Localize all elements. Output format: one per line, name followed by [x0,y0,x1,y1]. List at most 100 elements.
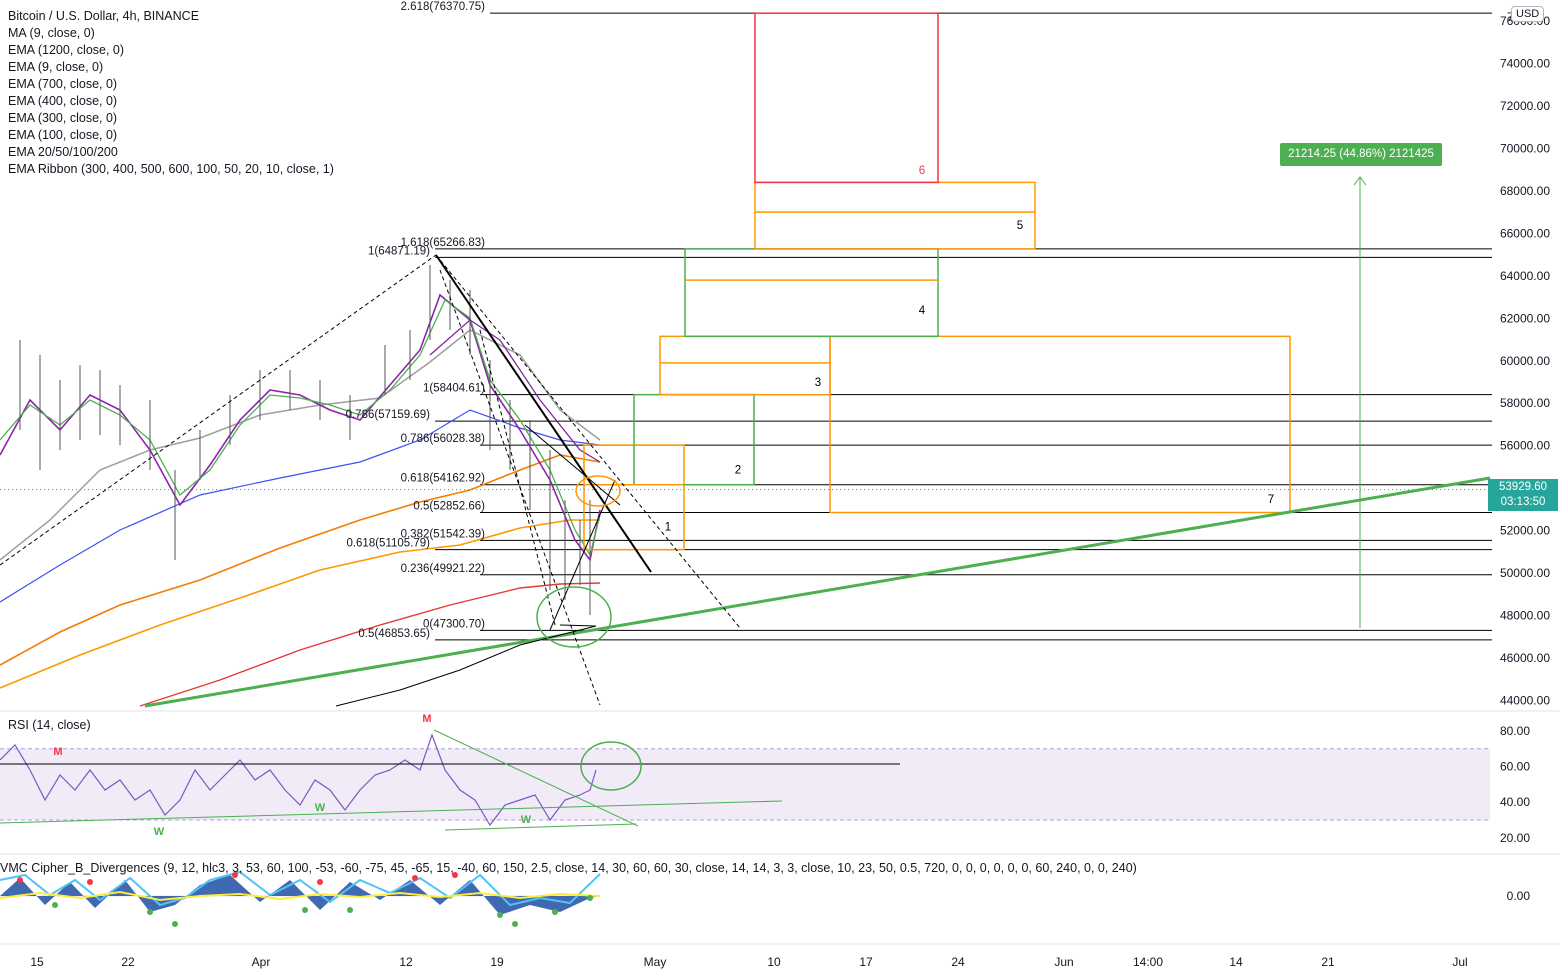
y-tick-label: 50000.00 [1500,566,1550,580]
vmc-signal-dot [497,912,503,918]
indicator-label[interactable]: EMA (1200, close, 0) [8,43,125,57]
target-box-label: 2 [735,464,741,476]
vmc-signal-dot [552,909,558,915]
target-box [659,335,831,396]
fib-level-label: 0.382(51542.39) [401,528,486,540]
symbol-title[interactable]: Bitcoin / U.S. Dollar, 4h, BINANCE [8,9,200,23]
y-tick-label: 74000.00 [1500,56,1550,70]
rsi-highlight-circle [580,741,642,791]
vmc-money-flow-line [0,890,601,902]
fib-level-label: 0.5(52852.66) [413,501,485,513]
target-box [754,181,1036,250]
fib-level-label: 1(64871.19) [368,245,430,257]
indicator-label[interactable]: EMA (400, close, 0) [8,94,118,108]
rsi-tick-label: 80.00 [1500,724,1530,738]
rsi-trendline [433,729,639,827]
vmc-wave-area [0,875,600,915]
x-tick-label: 17 [859,955,873,969]
ema-line-red [139,582,601,707]
y-tick-label: 72000.00 [1500,99,1550,113]
y-tick-label: 62000.00 [1500,311,1550,325]
target-box-label: 1 [665,522,671,534]
x-tick-label: Jun [1054,955,1073,969]
target-box-label: 3 [815,377,821,389]
x-tick-label: 21 [1321,955,1335,969]
vmc-panel-label[interactable]: VMC Cipher_B_Divergences (9, 12, hlc3, 3… [0,861,1137,875]
vmc-signal-dot [302,907,308,913]
fib-level-label: 0.5(46853.65) [358,628,430,640]
fib-level-label: 0.786(56028.38) [401,433,486,445]
rsi-trendline [444,823,637,831]
target-box [754,12,939,184]
target-box-label: 4 [919,305,926,317]
y-tick-label: 70000.00 [1500,141,1550,155]
indicator-label[interactable]: EMA Ribbon (300, 400, 500, 600, 100, 50,… [8,162,334,176]
vmc-signal-dot [452,872,458,878]
rsi-tick-label: 40.00 [1500,795,1530,809]
resistance-trendline [435,254,652,573]
rsi-line [0,733,597,827]
x-tick-label: 22 [121,955,135,969]
fib-level-label: 0.618(54162.92) [401,473,486,485]
x-tick-label: May [644,955,667,969]
dashed-trendline [479,329,556,626]
target-box [829,335,1291,514]
rsi-pattern-marker: W [315,802,326,814]
target-box [684,248,939,338]
y-tick-label: 46000.00 [1500,651,1550,665]
highlight-circle [536,586,612,648]
rsi-pattern-marker: M [422,713,431,725]
indicator-label[interactable]: MA (9, close, 0) [8,26,95,40]
rsi-pattern-marker: W [521,814,532,826]
last-price-tag: 53929.60 03:13:50 [1488,479,1558,511]
indicator-label[interactable]: EMA (700, close, 0) [8,77,118,91]
dashed-trendline [0,254,437,566]
vmc-signal-dot [172,921,178,927]
indicator-label[interactable]: EMA (9, close, 0) [8,60,104,74]
indicator-label[interactable]: EMA (300, close, 0) [8,111,118,125]
vmc-signal-dot [347,907,353,913]
ema-1200-line [335,625,597,707]
ema-line-orange [0,454,601,666]
x-tick-label: Jul [1452,955,1467,969]
dashed-trendline [435,254,741,629]
x-tick-label: 12 [399,955,413,969]
x-tick-label: 19 [490,955,504,969]
rsi-tick-label: 20.00 [1500,831,1530,845]
currency-button[interactable]: USD [1511,6,1545,22]
vmc-signal-dot [587,895,593,901]
y-tick-label: 52000.00 [1500,524,1550,538]
rsi-pattern-marker: W [154,826,165,838]
measure-label: 21214.25 (44.86%) 2121425 [1280,143,1442,166]
x-tick-label: 24 [951,955,965,969]
target-box-label: 7 [1268,494,1274,506]
vmc-signal-dot [52,902,58,908]
vmc-tick-label: 0.00 [1507,889,1531,903]
indicator-label[interactable]: EMA 20/50/100/200 [8,145,118,159]
y-tick-label: 56000.00 [1500,439,1550,453]
indicator-label[interactable]: EMA (100, close, 0) [8,128,118,142]
vmc-signal-dot [317,879,323,885]
y-tick-label: 48000.00 [1500,609,1550,623]
rsi-pattern-marker: M [53,746,62,758]
y-tick-label: 66000.00 [1500,226,1550,240]
vmc-signal-dot [87,879,93,885]
vmc-signal-dot [412,875,418,881]
pivot-line [559,624,597,627]
fib-level-label: 0.618(51105.79) [346,538,430,550]
y-tick-label: 60000.00 [1500,354,1550,368]
vmc-signal-dot [232,872,238,878]
fib-level-label: 0.236(49921.22) [401,563,486,575]
support-trendline [144,476,1491,708]
rsi-trendline [0,800,783,824]
ema-line-light-orange [0,519,600,689]
vmc-signal-dot [147,909,153,915]
fib-level-label: 0(47300.70) [423,618,485,630]
triangle-line [524,424,621,506]
y-tick-label: 64000.00 [1500,269,1550,283]
rsi-band [0,748,1490,820]
chart-legend: Bitcoin / U.S. Dollar, 4h, BINANCE MA (9… [8,8,334,178]
rsi-panel-label[interactable]: RSI (14, close) [8,718,91,732]
target-box-label: 5 [1017,220,1023,232]
